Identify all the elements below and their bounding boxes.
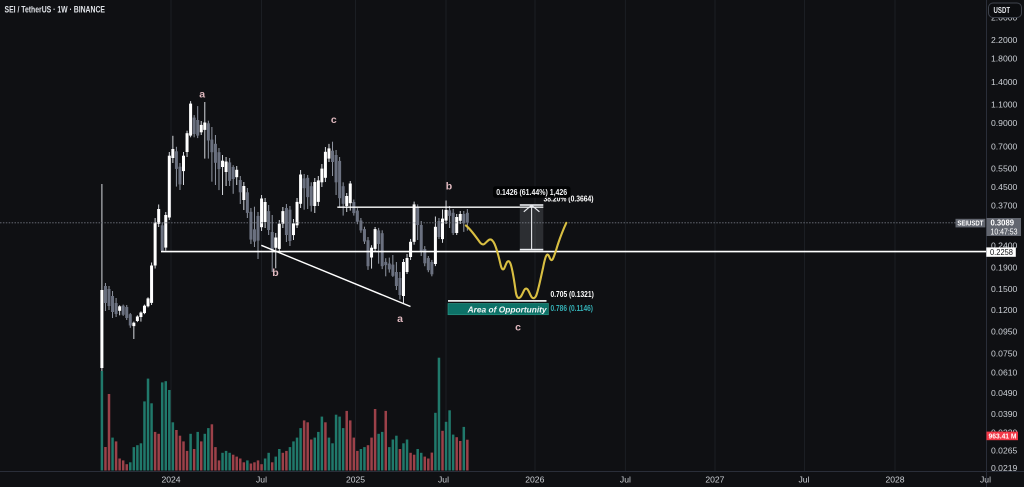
- svg-text:b: b: [446, 181, 452, 193]
- svg-text:2.2000: 2.2000: [991, 35, 1018, 45]
- svg-text:Jul: Jul: [799, 474, 810, 484]
- svg-text:0.1200: 0.1200: [991, 305, 1018, 315]
- svg-text:1.4000: 1.4000: [991, 77, 1018, 87]
- svg-text:38.20% (0.3664): 38.20% (0.3664): [544, 193, 594, 203]
- svg-text:0.0265: 0.0265: [991, 446, 1018, 456]
- svg-text:0.0610: 0.0610: [991, 368, 1018, 378]
- svg-text:2025: 2025: [346, 474, 365, 484]
- svg-text:Jul: Jul: [438, 474, 449, 484]
- svg-text:c: c: [515, 321, 521, 333]
- svg-text:2027: 2027: [705, 474, 724, 484]
- svg-text:0.786 (0.1146): 0.786 (0.1146): [551, 304, 594, 313]
- svg-text:0.0950: 0.0950: [991, 327, 1018, 337]
- svg-text:0.3700: 0.3700: [991, 200, 1018, 210]
- svg-text:Area of Opportunity: Area of Opportunity: [467, 304, 547, 314]
- svg-text:SEI / TetherUS · 1W · BINANCE: SEI / TetherUS · 1W · BINANCE: [5, 5, 106, 15]
- svg-text:0.1900: 0.1900: [991, 262, 1018, 272]
- svg-text:0.705 (0.1321): 0.705 (0.1321): [551, 290, 595, 299]
- svg-text:0.5500: 0.5500: [991, 164, 1018, 174]
- svg-text:2028: 2028: [885, 474, 904, 484]
- svg-text:b: b: [272, 267, 278, 279]
- svg-text:a: a: [199, 88, 205, 100]
- svg-text:10:47:53: 10:47:53: [991, 228, 1018, 237]
- svg-text:SEIUSDT: SEIUSDT: [957, 221, 984, 228]
- svg-text:0.0390: 0.0390: [991, 409, 1018, 419]
- svg-text:0.0219: 0.0219: [991, 463, 1018, 473]
- svg-text:2024: 2024: [161, 474, 180, 484]
- svg-text:c: c: [331, 114, 337, 126]
- svg-text:1.8000: 1.8000: [991, 54, 1018, 64]
- svg-text:0.2258: 0.2258: [990, 247, 1013, 257]
- svg-text:USDT: USDT: [994, 6, 1011, 15]
- svg-text:0.1426 (61.44%) 1,426: 0.1426 (61.44%) 1,426: [496, 188, 568, 197]
- svg-text:0.2400: 0.2400: [991, 241, 1018, 251]
- svg-text:0.0490: 0.0490: [991, 388, 1018, 398]
- svg-text:963.41 M: 963.41 M: [989, 432, 1017, 441]
- svg-text:0.1500: 0.1500: [991, 284, 1018, 294]
- svg-text:0.7000: 0.7000: [991, 141, 1018, 151]
- svg-text:0.3089: 0.3089: [991, 218, 1015, 228]
- svg-text:Jul: Jul: [620, 474, 631, 484]
- svg-text:0.0750: 0.0750: [991, 349, 1018, 359]
- svg-text:0.4500: 0.4500: [991, 182, 1018, 192]
- svg-text:2026: 2026: [525, 474, 544, 484]
- svg-text:Jul: Jul: [256, 474, 267, 484]
- svg-text:0.9000: 0.9000: [991, 118, 1018, 128]
- svg-text:a: a: [397, 313, 403, 325]
- svg-text:Jul: Jul: [980, 474, 991, 484]
- svg-text:1.1000: 1.1000: [991, 99, 1018, 109]
